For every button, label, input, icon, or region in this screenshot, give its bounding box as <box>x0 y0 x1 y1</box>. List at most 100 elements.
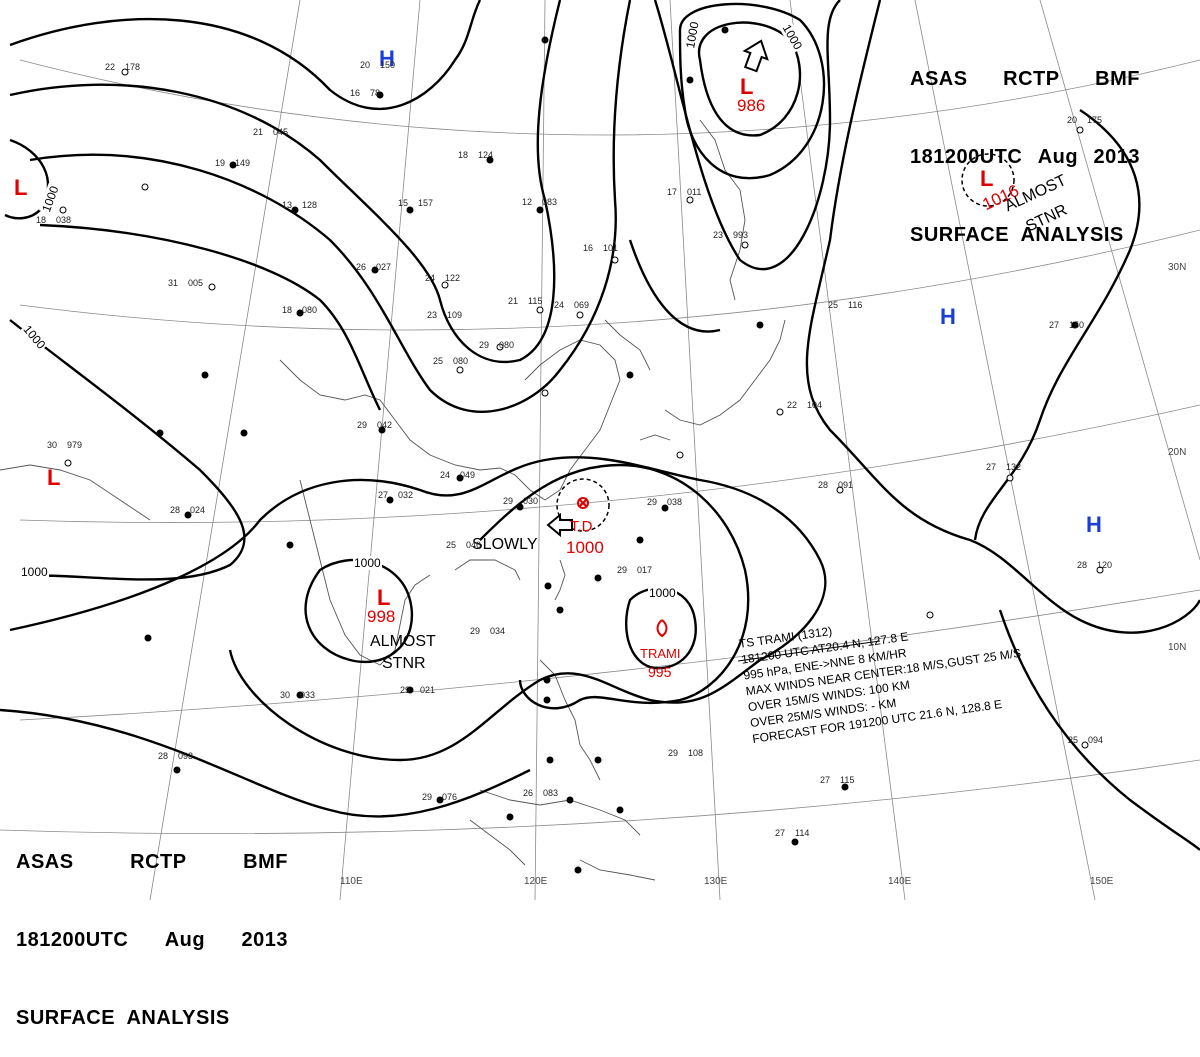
station-temp: 18 <box>282 305 293 315</box>
dashed-lows <box>556 153 1015 532</box>
high-e-symbol: H <box>940 304 956 329</box>
lon-label-140e: 140E <box>888 876 912 887</box>
td-symbol <box>577 497 589 509</box>
station-plot: 26 083 <box>523 788 558 798</box>
station-temp: 29 <box>400 685 411 695</box>
station-pressure: 178 <box>125 62 141 72</box>
station-pressure: 080 <box>499 340 515 350</box>
station-plot: 20 150 <box>360 60 395 70</box>
station-temp: 19 <box>215 158 226 168</box>
station-pressure: 083 <box>542 197 558 207</box>
station-pressure: 115 <box>840 775 855 785</box>
station-pressure: 045 <box>273 127 289 137</box>
station-temp: 22 <box>787 400 798 410</box>
station-temp: 29 <box>357 420 368 430</box>
product-line: SURFACE ANALYSIS <box>910 224 1124 246</box>
station-pressure: 034 <box>490 626 506 636</box>
station-plot: 25 094 <box>1068 735 1103 745</box>
station-plot: 19 149 <box>215 158 250 168</box>
station-pressure: 124 <box>478 150 494 160</box>
station-temp: 27 <box>378 490 389 500</box>
trami-pressure: 995 <box>648 664 672 680</box>
station-plot: 31 005 <box>168 278 203 288</box>
station-temp: 30 <box>47 440 58 450</box>
station-plot: 29 076 <box>422 792 457 802</box>
station-pressure: 005 <box>188 278 204 288</box>
td-label: T.D <box>570 518 593 535</box>
station-plot: 21 115 <box>508 296 542 306</box>
station-plot: 27 032 <box>378 490 413 500</box>
station-plot: 29 034 <box>470 626 505 636</box>
time-line: 181200UTC Aug 2013 <box>16 929 288 951</box>
lon-label-110e: 110E <box>340 876 363 887</box>
station-plot: 23 993 <box>713 230 748 240</box>
time-line: 181200UTC Aug 2013 <box>910 146 1140 168</box>
station-pressure: 032 <box>398 490 414 500</box>
station-plot: 26 027 <box>356 262 391 272</box>
station-temp: 25 <box>828 300 839 310</box>
station-temp: 24 <box>440 470 451 480</box>
station-plot: 16 78 <box>350 88 380 98</box>
station-plot: 13 128 <box>282 200 317 210</box>
lat-label-30n: 30N <box>1168 262 1187 273</box>
station-plot: 29 017 <box>617 565 652 575</box>
station-pressure: 049 <box>460 470 476 480</box>
station-pressure: 076 <box>442 792 458 802</box>
station-pressure: 046 <box>466 540 482 550</box>
station-temp: 17 <box>667 187 678 197</box>
station-temp: 21 <box>253 127 264 137</box>
station-temp: 20 <box>360 60 371 70</box>
station-pressure: 038 <box>667 497 683 507</box>
low-scs-note2: STNR <box>382 655 426 672</box>
station-temp: 22 <box>105 62 116 72</box>
station-pressure: 083 <box>543 788 559 798</box>
station-temp: 28 <box>170 505 181 515</box>
station-temp: 27 <box>820 775 831 785</box>
station-temp: 26 <box>523 788 534 798</box>
station-plot: 24 122 <box>425 273 460 283</box>
lon-label-120e: 120E <box>524 876 548 887</box>
station-pressure: 027 <box>376 262 392 272</box>
station-pressure: 011 <box>687 187 702 197</box>
station-temp: 28 <box>818 480 829 490</box>
station-pressure: 069 <box>574 300 590 310</box>
low-ne-symbol: L <box>740 74 754 99</box>
station-temp: 29 <box>479 340 490 350</box>
station-plot: 23 109 <box>427 310 462 320</box>
header-bottom-left: ASAS RCTP BMF 181200UTC Aug 2013 SURFACE… <box>16 797 288 1057</box>
station-temp: 25 <box>1068 735 1079 745</box>
low-e-symbol: L <box>980 166 994 191</box>
trami-name: TRAMI <box>640 646 681 661</box>
station-pressure: 017 <box>637 565 653 575</box>
station-pressure: 080 <box>453 356 469 366</box>
station-pressure: 024 <box>190 505 206 515</box>
motion-arrows <box>546 39 769 538</box>
station-pressure: 091 <box>838 480 854 490</box>
station-pressure: 115 <box>528 296 543 306</box>
station-plot: 25 080 <box>433 356 468 366</box>
station-pressure: 979 <box>67 440 83 450</box>
station-plot: 28 093 <box>158 751 193 761</box>
station-pressure: 101 <box>603 243 619 253</box>
station-pressure: 175 <box>1087 115 1103 125</box>
station-plot: 15 157 <box>398 198 433 208</box>
station-temp: 15 <box>398 198 409 208</box>
station-pressure: 157 <box>418 198 434 208</box>
station-temp: 27 <box>775 828 786 838</box>
high-se-symbol: H <box>1086 512 1102 537</box>
lon-label-150e: 150E <box>1090 876 1114 887</box>
weather-map <box>0 0 1200 900</box>
station-plot: 22 104 <box>787 400 822 410</box>
station-pressure: 038 <box>56 215 72 225</box>
station-plot: 21 045 <box>253 127 288 137</box>
station-pressure: 78 <box>370 88 381 98</box>
station-plot: 18 124 <box>458 150 493 160</box>
isobars <box>0 0 1200 851</box>
station-temp: 18 <box>458 150 469 160</box>
isobar-label: 1000 <box>353 556 382 570</box>
station-plot: 27 132 <box>986 462 1021 472</box>
lon-label-130e: 130E <box>704 876 728 887</box>
station-plot: 18 080 <box>282 305 317 315</box>
station-temp: 13 <box>282 200 293 210</box>
station-plot: 27 115 <box>820 775 854 785</box>
